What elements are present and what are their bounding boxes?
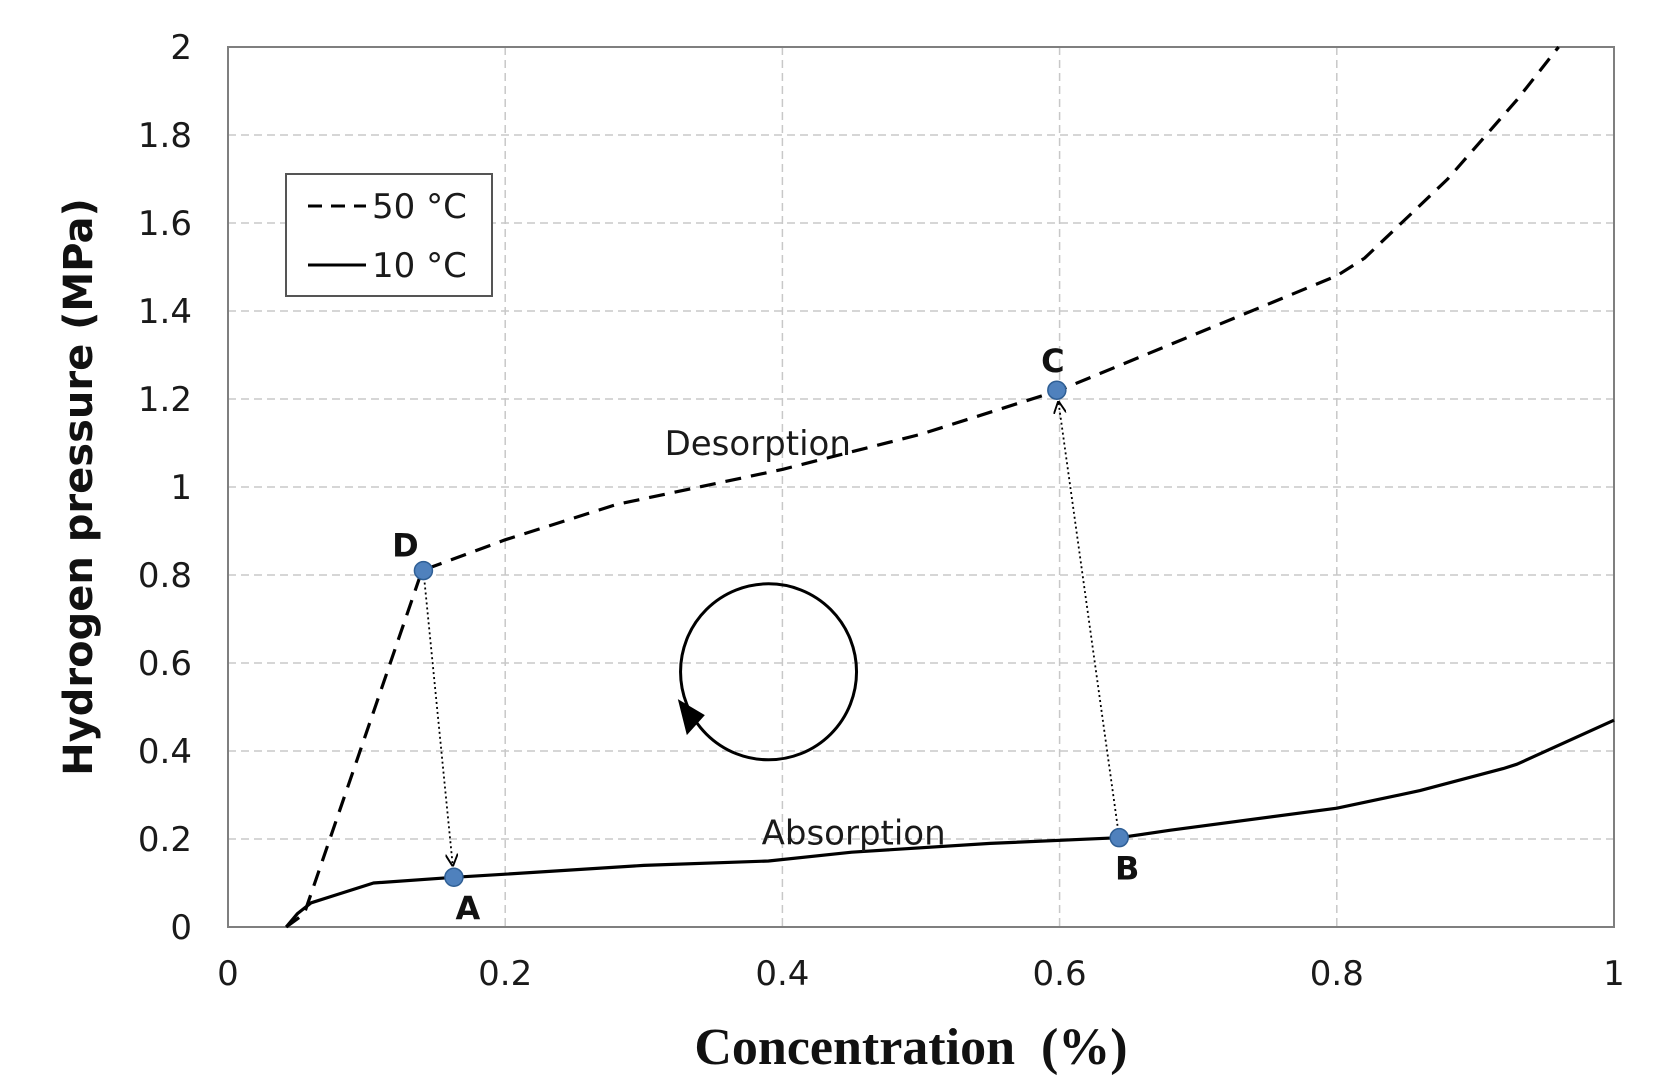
x-tick-label: 0.6 (1033, 954, 1087, 994)
grid (228, 47, 1614, 927)
y-axis-title: Hydrogen pressure (MPa) (56, 198, 102, 776)
y-tick-label: 0.8 (138, 556, 192, 596)
y-tick-label: 1.8 (138, 116, 192, 156)
y-tick-label: 0.6 (138, 644, 192, 684)
x-tick-label: 0.8 (1310, 954, 1364, 994)
transition-arrow-D-A (423, 582, 453, 866)
y-tick-label: 0.4 (138, 732, 192, 772)
y-tick-label: 1 (170, 468, 192, 508)
point-B (1109, 827, 1129, 848)
annotation-absorption: Absorption (762, 813, 946, 853)
x-axis-ticks: 0 0.2 0.4 0.6 0.8 1 (217, 954, 1625, 994)
point-label-C: C (1041, 342, 1064, 380)
annotations: Desorption Absorption (665, 424, 946, 853)
data-points: A B C D (392, 342, 1139, 927)
point-label-B: B (1115, 850, 1139, 888)
legend-label-10c: 10 °C (372, 246, 467, 286)
y-tick-label: 1.6 (138, 204, 192, 244)
x-tick-label: 0.2 (478, 954, 532, 994)
point-label-A: A (456, 889, 481, 927)
x-tick-label: 0 (217, 954, 239, 994)
x-axis-title: Concentration (%) (694, 1019, 1127, 1076)
x-tick-label: 1 (1603, 954, 1625, 994)
transition-arrows (423, 402, 1119, 866)
plot-area-frame (227, 46, 1615, 928)
legend-box (285, 173, 493, 297)
x-tick-label: 0.4 (755, 954, 809, 994)
transition-arrow-B-C (1058, 402, 1119, 826)
y-tick-label: 2 (170, 28, 192, 68)
y-tick-label: 0.2 (138, 820, 192, 860)
y-tick-label: 0 (170, 908, 192, 948)
y-tick-label: 1.4 (138, 292, 192, 332)
cycle-arrow-icon (677, 582, 859, 762)
y-axis-ticks: 0 0.2 0.4 0.6 0.8 1 1.2 1.4 1.6 1.8 2 (138, 28, 192, 948)
legend-label-50c: 50 °C (372, 187, 467, 227)
legend: 50 °C 10 °C (285, 173, 493, 297)
point-C (1047, 380, 1067, 400)
series-line-10c (284, 718, 1615, 929)
point-D (413, 560, 434, 581)
series-layer (284, 46, 1615, 929)
point-label-D: D (392, 527, 419, 565)
annotation-desorption: Desorption (665, 424, 851, 464)
point-A (444, 867, 464, 888)
series-line-50c (285, 46, 1560, 929)
y-tick-label: 1.2 (138, 380, 192, 420)
